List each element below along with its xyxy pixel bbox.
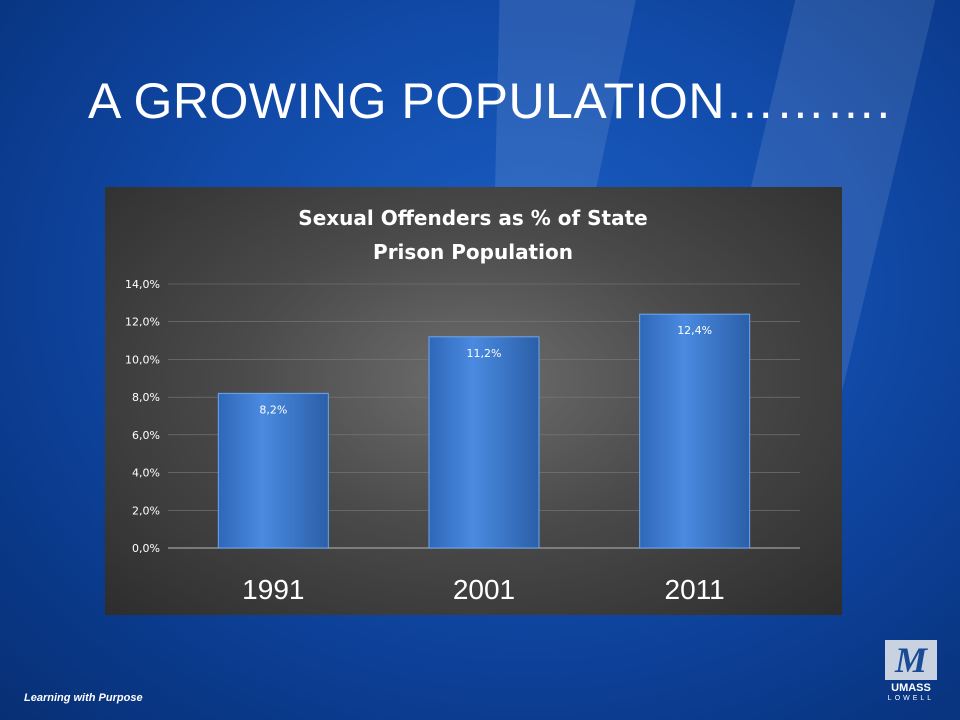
chart-title-line-1: Sexual Offenders as % of State xyxy=(298,206,647,230)
logo-monogram: M xyxy=(885,640,937,680)
bar-2001 xyxy=(428,336,540,549)
slide-title: A GROWING POPULATION………. xyxy=(88,73,891,129)
logo-name: UMASS xyxy=(891,682,931,694)
chart-panel: Sexual Offenders as % of State Prison Po… xyxy=(105,187,842,615)
y-tick-label: 2,0% xyxy=(132,504,160,517)
x-tick-label: 2001 xyxy=(453,574,515,605)
y-tick-label: 12,0% xyxy=(125,316,160,329)
y-tick-label: 0,0% xyxy=(132,542,160,555)
y-tick-label: 14,0% xyxy=(125,278,160,291)
x-tick-label: 1991 xyxy=(242,574,304,605)
y-tick-label: 8,0% xyxy=(132,391,160,404)
x-tick-label: 2011 xyxy=(665,574,725,605)
data-label: 8,2% xyxy=(259,403,287,416)
logo-monogram-letter: M xyxy=(894,640,927,680)
bar-chart: Sexual Offenders as % of State Prison Po… xyxy=(125,206,800,605)
bar-1991 xyxy=(217,392,329,549)
bar-2011 xyxy=(639,313,751,549)
footer-tagline: Learning with Purpose xyxy=(24,692,143,704)
data-label: 11,2% xyxy=(467,347,502,360)
y-tick-label: 6,0% xyxy=(132,429,160,442)
data-label: 12,4% xyxy=(677,324,712,337)
y-tick-label: 10,0% xyxy=(125,353,160,366)
chart-title-line-2: Prison Population xyxy=(373,240,573,264)
y-tick-label: 4,0% xyxy=(132,467,160,480)
logo-subname: LOWELL xyxy=(887,695,935,702)
umass-lowell-logo: M UMASS LOWELL xyxy=(882,640,940,708)
